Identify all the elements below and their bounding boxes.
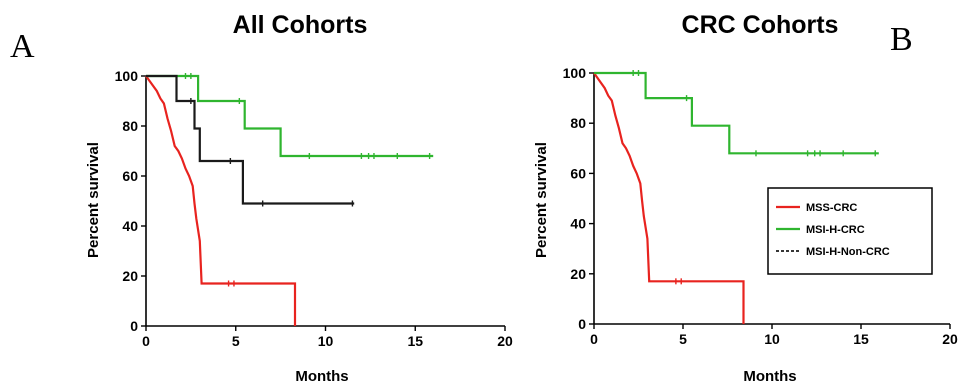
survival-curve-0 — [145, 75, 297, 326]
legend: MSS-CRC MSI-H-CRC MSI-H-Non-CRC — [767, 187, 933, 275]
legend-box — [767, 187, 933, 275]
y-tick-label: 0 — [578, 316, 586, 332]
survival-curve-1 — [594, 71, 879, 155]
legend-label-msi-h-non-crc: MSI-H-Non-CRC — [806, 246, 890, 258]
panel-letter: B — [890, 21, 913, 58]
chart-title: All Cohorts — [233, 11, 368, 39]
axes: 0 5 10 15 20 0 20 40 60 80 100 — [563, 65, 958, 347]
legend-label-mss-crc: MSS-CRC — [806, 202, 857, 214]
x-tick-label: 15 — [407, 333, 423, 349]
y-axis-title: Percent survival — [85, 142, 102, 258]
x-tick-label: 10 — [318, 333, 334, 349]
survival-curve-0 — [593, 72, 745, 324]
x-axis-title: Months — [743, 368, 796, 385]
panel-crc-cohorts: B CRC Cohorts Months Percent survival 0 5… — [533, 11, 958, 385]
y-tick-label: 40 — [122, 218, 138, 234]
plot-area — [145, 73, 434, 326]
y-tick-label: 60 — [570, 165, 586, 181]
plot-area — [593, 70, 879, 324]
panel-letter: A — [10, 28, 35, 65]
x-tick-label: 0 — [142, 333, 150, 349]
x-tick-label: 10 — [764, 331, 780, 347]
y-tick-label: 80 — [122, 118, 138, 134]
x-tick-label: 20 — [942, 331, 958, 347]
y-tick-label: 40 — [570, 216, 586, 232]
y-tick-label: 20 — [122, 268, 138, 284]
x-tick-label: 5 — [232, 333, 240, 349]
y-axis-title: Percent survival — [533, 142, 550, 258]
survival-curve-1 — [146, 74, 434, 158]
y-tick-label: 60 — [122, 168, 138, 184]
chart-title: CRC Cohorts — [682, 11, 839, 39]
x-tick-label: 0 — [590, 331, 598, 347]
panel-all-cohorts: A All Cohorts Months Percent survival 0 5… — [10, 11, 513, 385]
axes: 0 5 10 15 20 0 20 40 60 80 100 — [115, 68, 513, 349]
survival-curve-2 — [146, 74, 355, 205]
x-tick-label: 5 — [679, 331, 687, 347]
y-tick-label: 20 — [570, 266, 586, 282]
legend-label-msi-h-crc: MSI-H-CRC — [806, 224, 865, 236]
y-tick-label: 0 — [130, 318, 138, 334]
y-tick-label: 100 — [115, 68, 139, 84]
x-tick-label: 15 — [853, 331, 869, 347]
y-tick-label: 100 — [563, 65, 587, 81]
x-tick-label: 20 — [497, 333, 513, 349]
y-tick-label: 80 — [570, 115, 586, 131]
x-axis-title: Months — [295, 368, 348, 385]
